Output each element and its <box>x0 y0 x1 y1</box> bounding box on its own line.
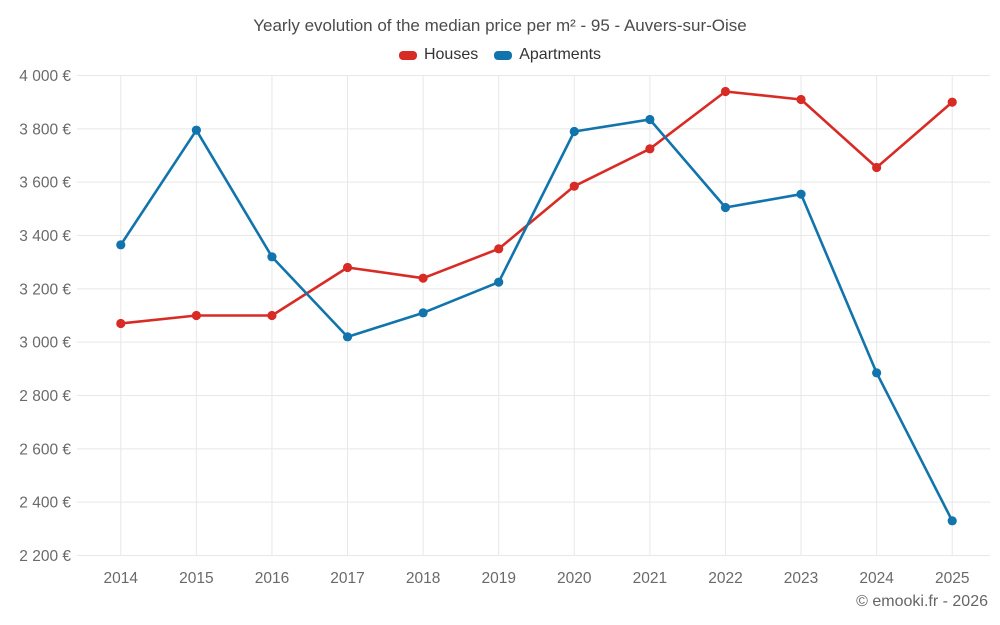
houses-point-2014[interactable] <box>116 318 126 329</box>
houses-point-2020[interactable] <box>569 181 579 191</box>
chart-title: Yearly evolution of the median price per… <box>253 16 747 35</box>
apartments-series-swatch-icon <box>494 50 513 60</box>
x-tick-label: 2020 <box>557 570 592 587</box>
x-tick-label: 2016 <box>255 570 289 587</box>
apartments-point-2014[interactable] <box>116 240 126 250</box>
houses-line <box>119 90 954 325</box>
x-tick-label: 2019 <box>481 570 515 587</box>
houses-point-2016[interactable] <box>267 310 277 321</box>
y-tick-label: 4 000 € <box>19 68 71 85</box>
x-tick-label: 2025 <box>935 570 969 587</box>
legend-label-apartments: Apartments <box>519 46 602 63</box>
apartments-point-2025[interactable] <box>947 516 957 526</box>
houses-series <box>116 86 957 329</box>
houses-point-2017[interactable] <box>342 262 353 273</box>
legend-item-houses[interactable]: Houses <box>398 46 479 64</box>
houses-point-2025[interactable] <box>947 97 957 107</box>
apartments-point-2018[interactable] <box>418 308 428 318</box>
apartments-point-2020[interactable] <box>569 126 579 137</box>
x-tick-label: 2021 <box>633 570 667 587</box>
x-tick-label: 2015 <box>179 570 213 587</box>
x-tick-label: 2024 <box>859 570 894 587</box>
x-tick-label: 2017 <box>330 570 364 587</box>
apartments-point-2019[interactable] <box>494 277 504 287</box>
y-tick-label: 3 000 € <box>19 335 71 352</box>
houses-point-2015[interactable] <box>191 310 201 321</box>
apartments-point-2016[interactable] <box>267 252 277 262</box>
y-tick-label: 3 600 € <box>19 175 71 192</box>
apartments-series <box>116 114 957 526</box>
y-tick-label: 3 400 € <box>19 228 71 245</box>
houses-point-2018[interactable] <box>418 273 428 283</box>
apartments-point-2021[interactable] <box>645 114 655 125</box>
x-tick-label: 2022 <box>708 570 742 587</box>
y-tick-label: 3 800 € <box>19 121 71 138</box>
apartments-line <box>119 118 954 523</box>
y-tick-label: 2 800 € <box>19 388 71 405</box>
apartments-point-2017[interactable] <box>342 332 353 342</box>
legend-label-houses: Houses <box>423 46 479 63</box>
houses-point-2019[interactable] <box>494 244 504 254</box>
apartments-point-2024[interactable] <box>872 368 882 378</box>
legend-item-apartments[interactable]: Apartments <box>494 46 601 64</box>
houses-point-2023[interactable] <box>796 94 806 105</box>
x-tick-label: 2023 <box>784 570 818 587</box>
y-axis-labels: 2 200 € 2 400 € 2 600 € 2 800 € 3 000 € 3 200… <box>19 68 71 565</box>
gridlines <box>77 75 990 556</box>
apartments-point-2022[interactable] <box>720 202 731 213</box>
x-axis-labels: 2014 2015 2016 2017 2018 2019 2020 2021 2022 2023… <box>104 570 970 587</box>
apartments-point-2023[interactable] <box>796 189 806 199</box>
houses-point-2021[interactable] <box>645 144 655 154</box>
legend: Houses Apartments <box>0 46 1000 64</box>
y-tick-label: 2 200 € <box>19 548 71 565</box>
apartments-point-2015[interactable] <box>191 125 201 135</box>
x-tick-label: 2014 <box>104 570 139 587</box>
y-tick-label: 3 200 € <box>19 281 71 298</box>
houses-series-swatch-icon <box>398 50 417 60</box>
houses-point-2022[interactable] <box>720 86 731 97</box>
attribution: © emooki.fr - 2026 <box>856 593 988 610</box>
y-tick-label: 2 400 € <box>19 495 71 512</box>
houses-point-2024[interactable] <box>872 162 882 173</box>
y-tick-label: 2 600 € <box>19 441 71 458</box>
x-tick-label: 2018 <box>406 570 440 587</box>
